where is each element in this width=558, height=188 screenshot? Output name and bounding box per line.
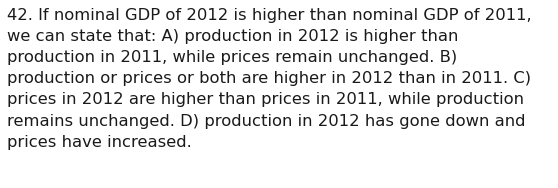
Text: 42. If nominal GDP of 2012 is higher than nominal GDP of 2011,
we can state that: 42. If nominal GDP of 2012 is higher tha… bbox=[7, 8, 532, 150]
